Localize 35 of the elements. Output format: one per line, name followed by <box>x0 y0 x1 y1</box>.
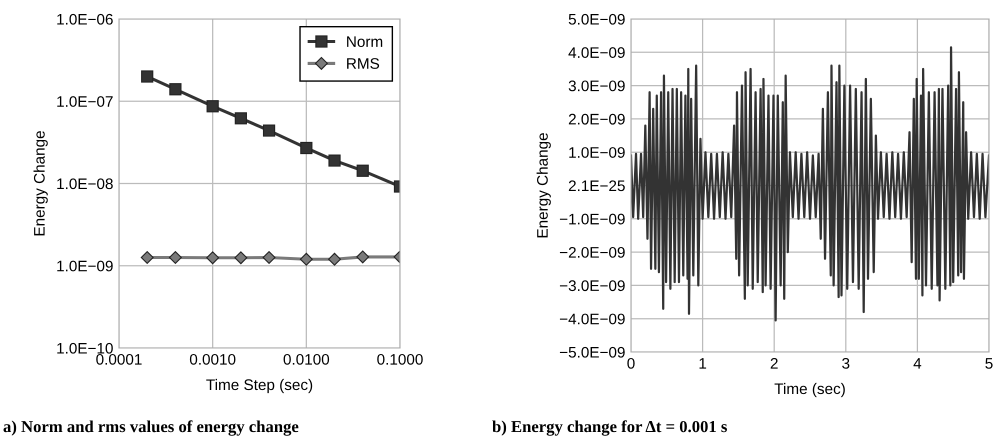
x-tick-label: 2 <box>770 358 778 369</box>
y-tick-label: 4.0E−09 <box>568 47 625 58</box>
y-tick-label: 1.0E−07 <box>57 96 113 107</box>
legend-label: RMS <box>347 58 380 69</box>
x-tick-label: 0.0010 <box>190 354 236 365</box>
y-tick-label: −1.0E−09 <box>560 214 625 224</box>
text: a) Norm and rms values of energy change <box>4 420 298 436</box>
x-axis-title: Time (sec) <box>774 382 845 398</box>
y-tick-label: 1.0E−10 <box>57 342 113 354</box>
text: b) Energy change for Δt = 0.001 s <box>492 420 727 436</box>
legend-label: Norm <box>347 36 382 48</box>
x-tick-label: 0.1000 <box>377 354 423 365</box>
y-tick-label: −3.0E−09 <box>560 280 625 292</box>
y-tick-label: −4.0E−09 <box>560 314 625 324</box>
line-series <box>631 46 989 322</box>
y-tick-label: 3.0E−09 <box>568 80 625 92</box>
y-tick-label: 2.0E−09 <box>568 114 625 125</box>
y-axis-title: Energy Change <box>536 133 551 238</box>
y-tick-label: −2.0E−09 <box>560 246 625 258</box>
y-tick-label: −5.0E−09 <box>560 346 625 358</box>
x-tick-label: 3 <box>842 358 850 369</box>
y-tick-label: 1.0E−06 <box>57 14 113 25</box>
x-tick-label: 0.0001 <box>96 354 142 365</box>
x-axis-title: Time Step (sec) <box>206 378 312 394</box>
x-tick-label: 4 <box>914 358 922 369</box>
x-tick-label: 0 <box>627 358 635 369</box>
x-tick-label: 5 <box>985 358 993 369</box>
x-tick-label: 0.0100 <box>284 354 330 365</box>
y-tick-label: 1.0E−09 <box>57 260 113 272</box>
y-tick-label: 1.0E−09 <box>569 147 625 158</box>
x-tick-label: 1 <box>700 358 706 369</box>
y-tick-label: 2.1E−25 <box>568 180 625 192</box>
y-tick-label: 5.0E−09 <box>568 14 625 25</box>
y-axis-title: Energy Change <box>34 131 48 236</box>
y-tick-label: 1.0E−08 <box>57 178 113 190</box>
